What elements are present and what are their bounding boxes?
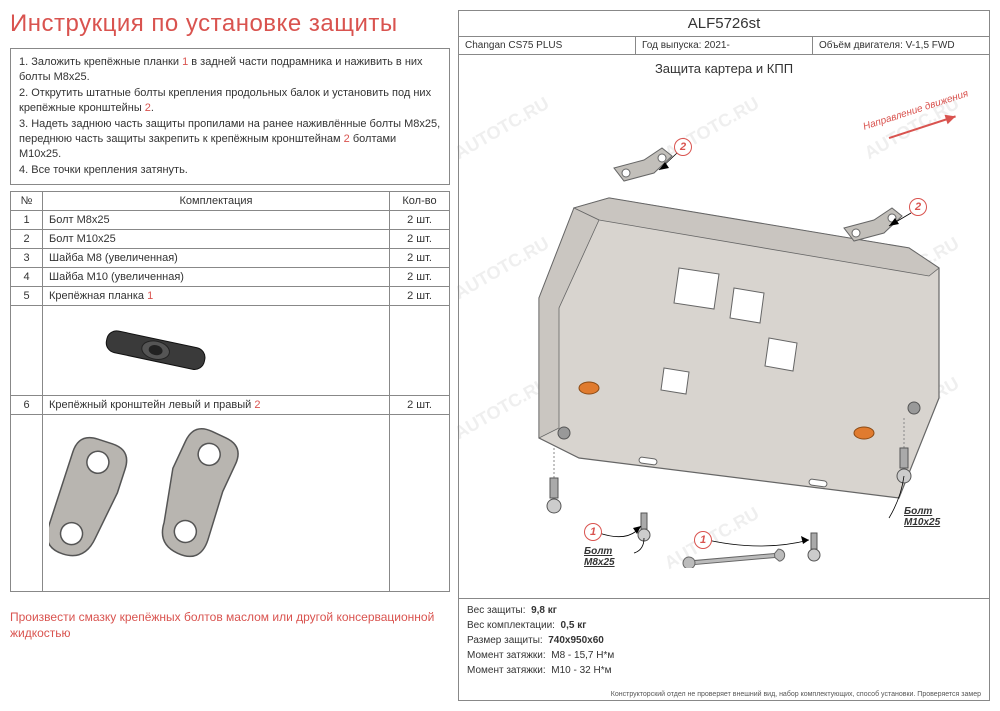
year: Год выпуска: 2021- xyxy=(636,37,813,54)
bracket-icon xyxy=(49,418,309,588)
col-qty: Кол-во xyxy=(390,192,450,211)
table-row: 2Болт М10х252 шт. xyxy=(11,230,450,249)
left-column: Инструкция по установке защиты 1. Заложи… xyxy=(10,10,450,701)
right-column: ALF5726st Changan CS75 PLUS Год выпуска:… xyxy=(458,10,990,701)
footnote: Произвести смазку крепёжных болтов масло… xyxy=(10,610,450,641)
table-header-row: № Комплектация Кол-во xyxy=(11,192,450,211)
engine: Объём двигателя: V-1,5 FWD xyxy=(813,37,989,54)
callout-1: 1 xyxy=(694,531,712,549)
bolt-m10-label: Болт М10х25 xyxy=(904,506,940,528)
table-row: 5 Крепёжная планка 1 2 шт. xyxy=(11,287,450,306)
page-title: Инструкция по установке защиты xyxy=(10,10,450,38)
table-row: 6 Крепёжный кронштейн левый и правый 2 2… xyxy=(11,396,450,415)
meta-row: Changan CS75 PLUS Год выпуска: 2021- Объ… xyxy=(459,37,989,55)
step4: 4. Все точки крепления затянуть. xyxy=(19,164,188,176)
col-name: Комплектация xyxy=(43,192,390,211)
disclaimer: Конструкторский отдел не проверяет внешн… xyxy=(611,691,981,698)
table-row: 1Болт М8х252 шт. xyxy=(11,211,450,230)
drawing-title: Защита картера и КПП xyxy=(459,55,989,78)
page: Инструкция по установке защиты 1. Заложи… xyxy=(0,0,1000,711)
planka-icon xyxy=(49,309,249,389)
step1a: 1. Заложить крепёжные планки xyxy=(19,56,182,68)
drawing-area: AUTOTC.RU AUTOTC.RU AUTOTC.RU AUTOTC.RU … xyxy=(459,78,989,568)
table-row-image xyxy=(11,415,450,592)
step2a: 2. Открутить штатные болты крепления про… xyxy=(19,87,431,114)
bolt-m8-label: Болт М8х25 xyxy=(584,546,615,568)
model: Changan CS75 PLUS xyxy=(459,37,636,54)
skid-plate-drawing xyxy=(459,78,989,568)
product-code: ALF5726st xyxy=(459,11,989,37)
callout-1: 1 xyxy=(584,523,602,541)
col-num: № xyxy=(11,192,43,211)
callout-2: 2 xyxy=(909,198,927,216)
callout-2: 2 xyxy=(674,138,692,156)
specs-box: Вес защиты: 9,8 кг Вес комплектации: 0,5… xyxy=(459,598,989,682)
parts-table: № Комплектация Кол-во 1Болт М8х252 шт. 2… xyxy=(10,191,450,592)
step2b: . xyxy=(151,102,154,114)
table-row: 3Шайба М8 (увеличенная)2 шт. xyxy=(11,249,450,268)
table-row: 4Шайба М10 (увеличенная)2 шт. xyxy=(11,268,450,287)
table-row-image xyxy=(11,306,450,396)
instructions-box: 1. Заложить крепёжные планки 1 в задней … xyxy=(10,48,450,185)
